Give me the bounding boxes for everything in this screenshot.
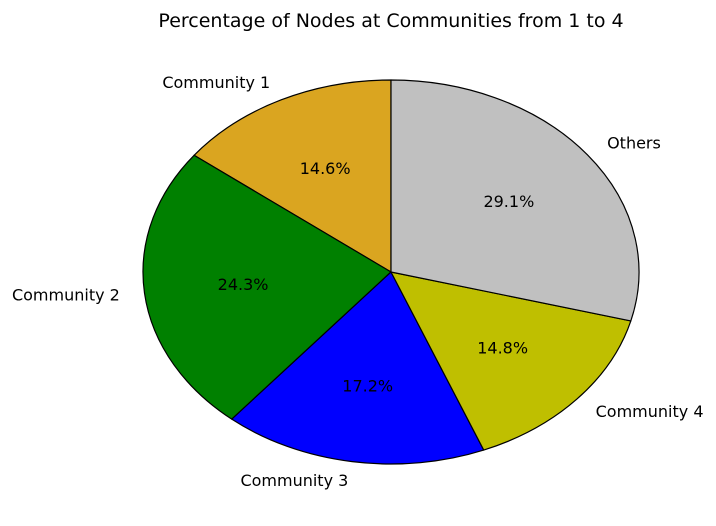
pie-slice-community-4 [390,271,632,451]
pie-slice-community-1 [193,79,392,273]
pct-label-community-1: 14.6% [300,159,351,178]
pct-label-community-3: 17.2% [342,376,393,395]
pct-label-others: 29.1% [483,192,534,211]
slice-label-community-2: Community 2 [12,286,120,305]
pct-label-community-4: 14.8% [477,339,528,358]
slice-label-community-1: Community 1 [162,73,270,92]
pie-slices [142,79,640,465]
pct-label-community-2: 24.3% [218,275,269,294]
pie-labels: 14.6% Community 1 24.3% Community 2 17.2% Com… [12,73,704,490]
slice-label-community-4: Community 4 [596,402,704,421]
slice-label-others: Others [607,134,661,153]
pie-slice-others [390,79,640,322]
pie-slice-community-2 [142,154,392,420]
slice-label-community-3: Community 3 [240,471,348,490]
chart-title: Percentage of Nodes at Communities from … [158,10,623,32]
pie-slice-community-3 [231,271,485,465]
